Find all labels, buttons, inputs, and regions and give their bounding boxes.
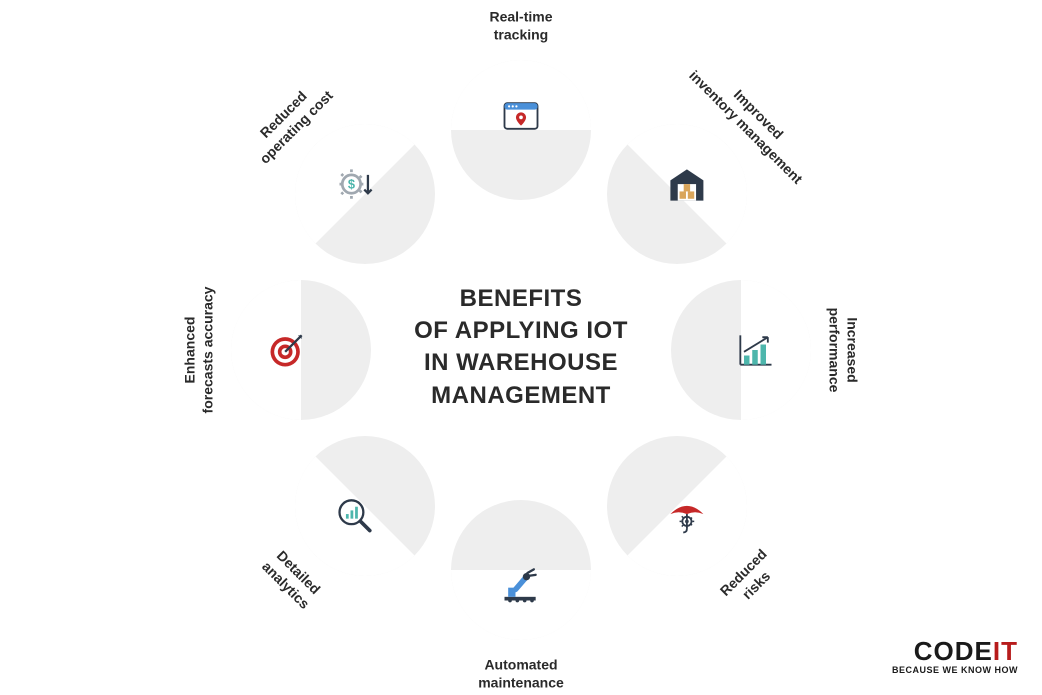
center-title: BENEFITSOF APPLYING IOTIN WAREHOUSEMANAG… bbox=[414, 283, 628, 413]
benefit-label: Increasedperformance bbox=[826, 308, 861, 393]
magnify-chart-icon bbox=[334, 493, 378, 537]
petal-icon-wrap bbox=[685, 280, 825, 420]
benefit-petal bbox=[607, 124, 747, 264]
logo-code: CODE bbox=[914, 636, 993, 666]
petal-icon-wrap bbox=[616, 445, 756, 585]
warehouse-icon bbox=[664, 163, 708, 207]
robot-arm-icon bbox=[499, 562, 543, 606]
chart-up-icon bbox=[733, 328, 777, 372]
benefit-petal: $ bbox=[295, 124, 435, 264]
location-map-icon bbox=[499, 94, 543, 138]
petal-icon-wrap: $ bbox=[286, 115, 426, 255]
brand-logo: CODEIT BECAUSE WE KNOW HOW bbox=[892, 636, 1018, 675]
benefit-petal bbox=[295, 436, 435, 576]
petal-icon-wrap bbox=[451, 514, 591, 654]
benefit-label: Automatedmaintenance bbox=[478, 657, 564, 692]
benefit-petal bbox=[451, 500, 591, 640]
petal-icon-wrap bbox=[616, 115, 756, 255]
logo-tagline: BECAUSE WE KNOW HOW bbox=[892, 665, 1018, 675]
petal-icon-wrap bbox=[286, 445, 426, 585]
logo-it: IT bbox=[993, 636, 1018, 666]
svg-text:$: $ bbox=[348, 177, 355, 192]
benefit-petal bbox=[451, 60, 591, 200]
center-title-text: BENEFITSOF APPLYING IOTIN WAREHOUSEMANAG… bbox=[414, 285, 628, 409]
petal-icon-wrap bbox=[217, 280, 357, 420]
benefit-label: Enhancedforecasts accuracy bbox=[182, 287, 217, 414]
dollar-gear-icon: $ bbox=[334, 163, 378, 207]
benefit-petal bbox=[231, 280, 371, 420]
benefit-label: Real-timetracking bbox=[489, 9, 552, 44]
petal-icon-wrap bbox=[451, 46, 591, 186]
benefit-petal bbox=[671, 280, 811, 420]
umbrella-icon bbox=[664, 493, 708, 537]
target-icon bbox=[265, 328, 309, 372]
benefit-petal bbox=[607, 436, 747, 576]
logo-text: CODEIT bbox=[892, 636, 1018, 667]
